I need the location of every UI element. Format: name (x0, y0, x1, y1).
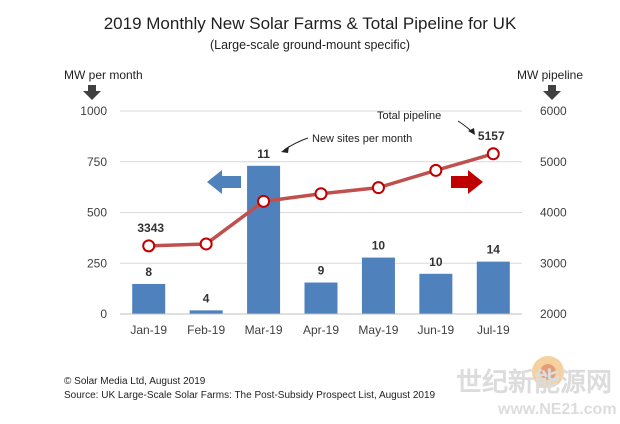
line-point (371, 181, 385, 195)
x-tick-label: Mar-19 (245, 323, 283, 337)
line-annotation: Total pipeline (377, 110, 475, 135)
y-right-tick-label: 5000 (540, 155, 567, 169)
line-point (142, 239, 156, 253)
line-point (199, 237, 213, 251)
y-left-tick-label: 750 (87, 155, 107, 169)
chart-subtitle: (Large-scale ground-mount specific) (210, 38, 410, 52)
bar (476, 261, 510, 314)
x-tick-label: Jun-19 (418, 323, 455, 337)
bar (247, 165, 281, 314)
watermark-logo-icon (532, 356, 564, 388)
bar (361, 257, 395, 314)
line-point (314, 187, 328, 201)
bar (132, 283, 166, 314)
watermark: 世纪新能源网 www.NE21.com (456, 356, 617, 418)
left-axis-arrow-icon (207, 170, 241, 194)
bar-data-label: 8 (145, 265, 152, 279)
y-left-tick-label: 500 (87, 206, 107, 220)
bar-data-label: 9 (318, 264, 325, 278)
footer-copyright: © Solar Media Ltd, August 2019 (64, 376, 206, 387)
bar (189, 310, 223, 314)
watermark-text: 世纪新能源网 (456, 367, 612, 397)
y-right-tick-label: 2000 (540, 307, 567, 321)
line-series: 3343 5157 (137, 129, 505, 253)
y-left-tick-label: 1000 (80, 104, 107, 118)
bar-data-label: 10 (429, 255, 443, 269)
y-right-axis-label: MW pipeline (517, 68, 583, 82)
bars-annotation: New sites per month (281, 133, 412, 153)
chart-title: 2019 Monthly New Solar Farms & Total Pip… (104, 14, 517, 33)
x-tick-label: May-19 (358, 323, 398, 337)
bars-annotation-text: New sites per month (312, 133, 412, 145)
line-point (429, 163, 443, 177)
y-right-ticks: 2000 3000 4000 5000 6000 (540, 104, 567, 321)
x-axis-ticks: Jan-19 Feb-19 Mar-19 Apr-19 May-19 Jun-19 Jul-… (120, 313, 522, 337)
line-point (486, 147, 500, 161)
bar (419, 273, 453, 314)
bar-data-label: 4 (203, 291, 210, 305)
bar-data-label: 10 (372, 239, 386, 253)
x-tick-label: Apr-19 (303, 323, 339, 337)
y-left-ticks: 0 250 500 750 1000 (80, 104, 107, 321)
y-left-axis-label: MW per month (64, 68, 143, 82)
x-tick-label: Jul-19 (477, 323, 510, 337)
bar-series: 8 4 11 9 10 10 14 (132, 147, 510, 314)
y-right-down-arrow-icon (543, 85, 561, 100)
x-tick-label: Jan-19 (130, 323, 167, 337)
bar-data-label: 11 (257, 147, 270, 161)
right-axis-arrow-icon (451, 170, 483, 194)
footer-source: Source: UK Large-Scale Solar Farms: The … (64, 390, 436, 401)
y-right-tick-label: 4000 (540, 206, 567, 220)
y-left-down-arrow-icon (83, 85, 101, 100)
y-right-tick-label: 6000 (540, 104, 567, 118)
y-left-tick-label: 250 (87, 256, 107, 270)
bar (304, 282, 338, 314)
watermark-url: www.NE21.com (497, 401, 617, 418)
y-right-tick-label: 3000 (540, 256, 567, 270)
line-annotation-text: Total pipeline (377, 110, 441, 122)
line-data-label: 3343 (137, 221, 164, 235)
line-point (257, 194, 271, 208)
y-left-tick-label: 0 (100, 307, 107, 321)
x-tick-label: Feb-19 (187, 323, 225, 337)
line-data-label: 5157 (478, 129, 505, 143)
bar-data-label: 14 (487, 243, 501, 257)
